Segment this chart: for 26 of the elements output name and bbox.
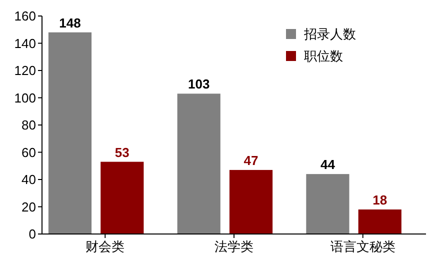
y-tick-label: 20 (22, 199, 36, 214)
bar (306, 174, 350, 234)
y-tick-label: 100 (14, 90, 36, 106)
bar (100, 162, 144, 234)
y-tick-label: 40 (22, 172, 36, 188)
y-tick-label: 0 (28, 226, 36, 242)
x-tick-label: 法学类 (214, 239, 254, 254)
y-tick-label: 80 (22, 118, 36, 133)
data-label: 44 (320, 157, 336, 172)
y-tick-label: 140 (14, 36, 36, 51)
y-tick-label: 160 (14, 8, 36, 24)
bar (177, 94, 220, 234)
data-label: 53 (114, 144, 130, 160)
data-label: 47 (244, 152, 258, 168)
data-label: 148 (59, 15, 81, 30)
y-tick-label: 60 (22, 144, 36, 160)
x-tick-label: 语言文秘类 (330, 239, 396, 254)
y-tick-label: 120 (14, 63, 36, 78)
legend-label: 招录人数 (303, 26, 356, 42)
bar (229, 170, 273, 234)
legend-label: 职位数 (304, 48, 343, 64)
bar (48, 32, 92, 234)
data-label: 18 (372, 192, 388, 208)
data-label: 103 (188, 76, 210, 92)
bar (358, 209, 402, 234)
x-tick-label: 财会类 (86, 239, 125, 254)
